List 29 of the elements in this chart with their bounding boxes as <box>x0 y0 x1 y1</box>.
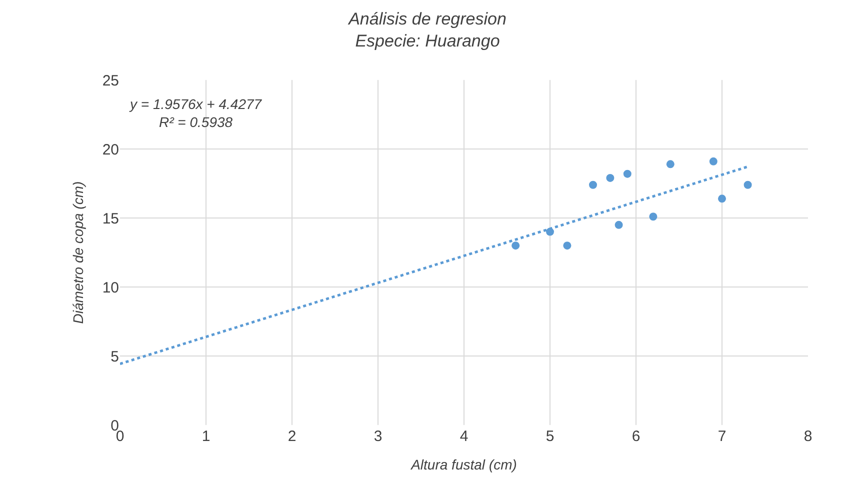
y-tick-label: 15 <box>102 210 119 228</box>
point <box>666 160 674 168</box>
x-tick-label: 5 <box>546 428 554 445</box>
y-tick-label: 10 <box>102 279 119 296</box>
y-axis-title: Diámetro de copa (cm) <box>70 181 86 324</box>
chart-subtitle: Especie: Huarango <box>355 31 500 50</box>
point <box>563 242 572 250</box>
point <box>589 180 597 189</box>
x-tick-label: 6 <box>632 428 640 445</box>
x-tick-label: 7 <box>718 428 726 445</box>
x-tick-label: 1 <box>202 428 210 445</box>
point <box>718 194 726 203</box>
y-tick-label: 25 <box>102 72 119 90</box>
x-tick-label: 8 <box>804 428 812 445</box>
x-tick-label: 2 <box>288 428 296 445</box>
point <box>623 170 632 178</box>
y-tick-label: 20 <box>102 141 119 158</box>
point <box>512 242 520 250</box>
annotation: y = 1.9576x + 4.4277 R² = 0.5938 <box>129 96 263 130</box>
x-tick-label: 3 <box>374 428 382 445</box>
x-tick-label: 4 <box>460 428 468 445</box>
point <box>614 220 623 229</box>
y-tick-label: 5 <box>110 348 119 366</box>
x-axis-title: Altura fustal (cm) <box>410 456 517 472</box>
point <box>709 157 718 166</box>
point <box>744 180 752 189</box>
chart-title: Análisis de regresion <box>348 9 506 28</box>
point <box>649 212 658 221</box>
point <box>606 174 614 182</box>
